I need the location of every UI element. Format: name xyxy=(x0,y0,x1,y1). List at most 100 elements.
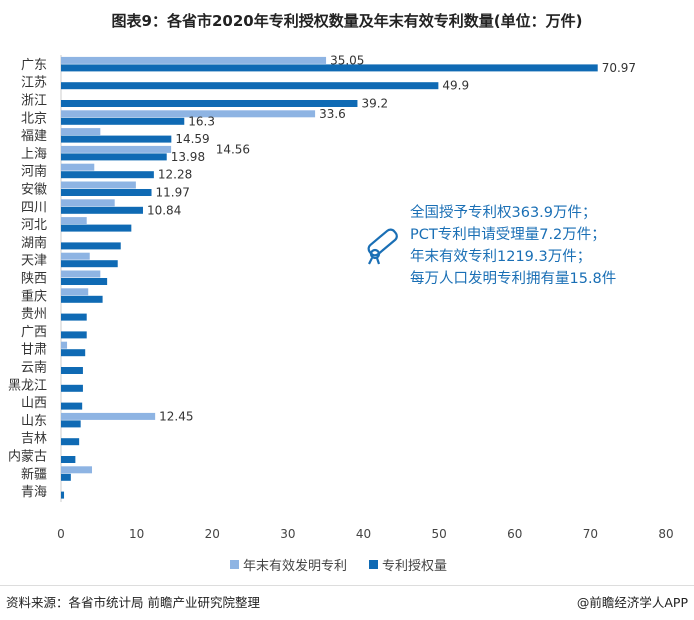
data-label: 16.3 xyxy=(188,114,215,128)
category-label: 云南 xyxy=(21,360,47,376)
bar-valid-invention xyxy=(61,217,87,225)
bar-granted xyxy=(61,189,152,196)
category-label: 山西 xyxy=(21,396,47,411)
bar-valid-invention xyxy=(61,341,68,349)
bar-granted xyxy=(61,438,80,446)
legend-swatch xyxy=(369,560,379,569)
x-tick-label: 50 xyxy=(431,527,446,541)
x-tick-label: 80 xyxy=(658,527,673,541)
bar-valid-invention xyxy=(61,181,136,189)
data-label: 35.05 xyxy=(330,53,364,67)
bar-granted xyxy=(61,135,172,143)
data-label: 12.28 xyxy=(158,168,192,182)
note-line: PCT专利申请受理量7.2万件； xyxy=(410,227,606,243)
legend-item: 年末有效发明专利 xyxy=(230,555,347,574)
bar-valid-invention xyxy=(61,110,316,118)
bar-granted xyxy=(61,420,81,428)
legend-swatch xyxy=(230,560,239,569)
data-label: 12.45 xyxy=(159,409,193,423)
x-tick-label: 30 xyxy=(280,527,295,541)
data-label: 49.9 xyxy=(442,79,469,93)
x-tick-label: 10 xyxy=(129,527,144,541)
data-label: 33.6 xyxy=(319,107,346,121)
data-label: 11.97 xyxy=(156,186,190,200)
category-label: 吉林 xyxy=(21,432,47,447)
category-label: 天津 xyxy=(21,254,47,269)
bar-granted xyxy=(61,171,154,179)
x-tick-label: 0 xyxy=(57,527,65,541)
category-label: 黑龙江 xyxy=(8,378,47,393)
category-label: 山东 xyxy=(21,414,47,429)
bar-granted xyxy=(61,349,86,357)
bar-granted xyxy=(61,384,83,392)
category-label: 上海 xyxy=(21,147,47,162)
category-label: 湖南 xyxy=(21,235,47,251)
divider xyxy=(0,585,694,586)
bar-granted xyxy=(61,153,167,161)
bar-granted xyxy=(61,117,185,125)
bar-granted xyxy=(61,473,71,481)
category-label: 河北 xyxy=(21,218,47,233)
chart-title: 图表9：各省市2020年专利授权数量及年末有效专利数量(单位：万件) xyxy=(111,12,583,30)
category-label: 内蒙古 xyxy=(8,449,47,465)
category-label: 甘肃 xyxy=(21,343,47,358)
category-label: 新疆 xyxy=(21,466,47,482)
x-tick-label: 40 xyxy=(356,527,371,541)
category-label: 河南 xyxy=(21,164,47,180)
bar-granted xyxy=(61,206,143,214)
bar-granted xyxy=(61,295,103,303)
bar-valid-invention xyxy=(61,270,101,278)
legend-item: 专利授权量 xyxy=(369,555,447,574)
note-line: 年末有效专利1219.3万件； xyxy=(410,249,592,265)
bar-granted xyxy=(61,313,87,321)
source-note: 资料来源：各省市统计局 前瞻产业研究院整理 xyxy=(6,595,260,610)
bar-valid-invention xyxy=(61,412,156,420)
bar-valid-invention xyxy=(61,163,95,171)
category-label: 福建 xyxy=(21,129,47,144)
bar-valid-invention xyxy=(61,128,101,136)
category-label: 浙江 xyxy=(21,94,47,109)
category-label: 四川 xyxy=(21,200,47,215)
credit: @前瞻经济学人APP xyxy=(576,595,688,610)
note-line: 每万人口发明专利拥有量15.8件 xyxy=(410,271,617,287)
bar-granted xyxy=(61,64,598,72)
category-label: 安徽 xyxy=(21,183,47,198)
bar-granted xyxy=(61,242,121,250)
bar-valid-invention xyxy=(61,199,115,207)
data-label: 70.97 xyxy=(602,61,636,75)
x-tick-label: 60 xyxy=(507,527,522,541)
category-label: 广东 xyxy=(21,58,47,73)
data-label: 10.84 xyxy=(147,203,181,217)
category-label: 北京 xyxy=(21,111,47,126)
category-label: 江苏 xyxy=(21,75,47,91)
data-label: 39.2 xyxy=(361,97,388,111)
bar-granted xyxy=(61,367,83,374)
bar-granted xyxy=(61,224,132,232)
bar-valid-invention xyxy=(61,466,93,474)
summary-note: 全国授予专利权363.9万件； PCT专利申请受理量7.2万件； 年末有效专利1… xyxy=(410,202,616,290)
bar-granted xyxy=(61,456,76,463)
bar-granted xyxy=(61,260,118,268)
legend-label: 专利授权量 xyxy=(382,559,448,574)
bar-granted xyxy=(61,100,358,107)
x-tick-label: 70 xyxy=(583,527,598,541)
data-label: 13.98 xyxy=(171,150,205,164)
category-label: 陕西 xyxy=(21,272,47,287)
bar-valid-invention xyxy=(61,145,172,153)
legend-label: 年末有效发明专利 xyxy=(243,559,348,574)
diploma-scroll-icon xyxy=(367,228,398,265)
data-label: 14.56 xyxy=(216,142,250,156)
data-label: 14.59 xyxy=(175,132,209,146)
bar-granted xyxy=(61,82,439,90)
category-label: 青海 xyxy=(21,485,47,500)
bar-valid-invention xyxy=(61,288,89,296)
bar-granted xyxy=(61,402,83,410)
category-label: 贵州 xyxy=(21,307,47,322)
legend: 年末有效发明专利 专利授权量 xyxy=(230,555,447,574)
note-line: 全国授予专利权363.9万件； xyxy=(410,205,597,221)
bar-granted xyxy=(61,331,87,339)
bar-valid-invention xyxy=(61,56,327,64)
bar-granted xyxy=(61,278,108,285)
x-tick-label: 20 xyxy=(205,527,220,541)
